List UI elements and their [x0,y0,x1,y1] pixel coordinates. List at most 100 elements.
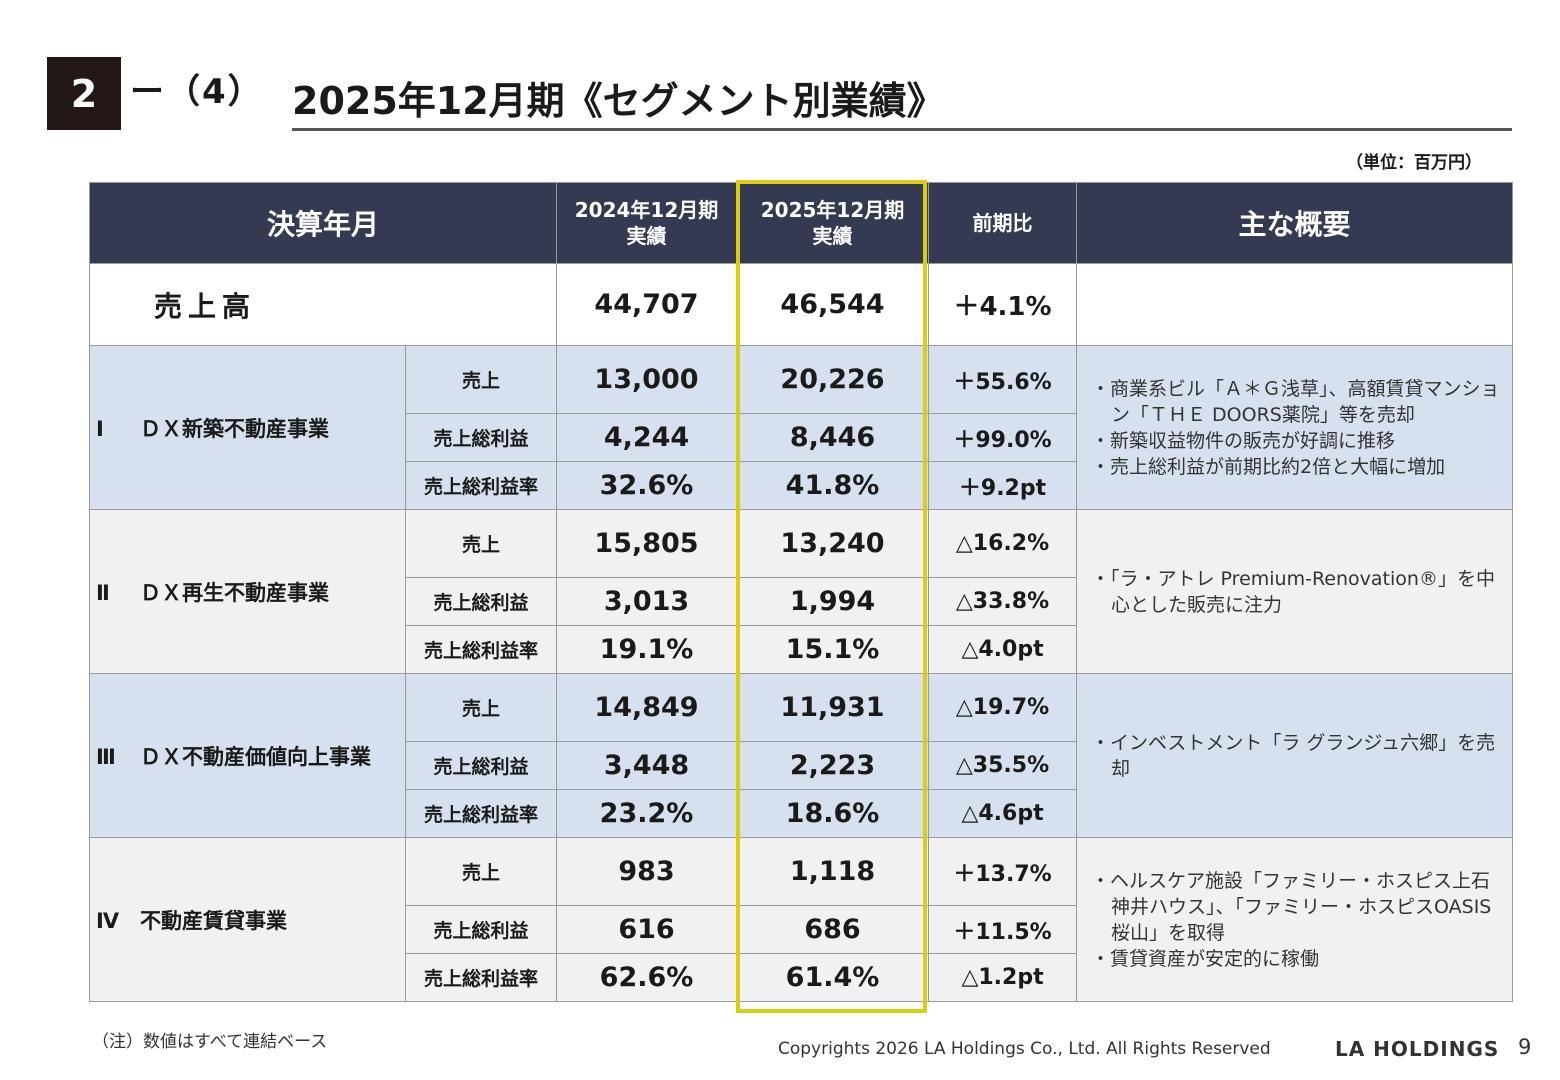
value-yoy: △19.7% [928,673,1078,742]
value-prev: 23.2% [556,789,738,838]
segment-summary: ・商業系ビル「Ａ＊Ｇ浅草」、高額賃貸マンション「ＴＨＥ DOORS薬院」等を売却… [1076,345,1514,510]
value-curr: 2,223 [736,741,930,790]
header-summary: 主な概要 [1076,182,1514,264]
value-prev: 32.6% [556,461,738,510]
copyright: Copyrights 2026 LA Holdings Co., Ltd. Al… [778,1039,1271,1059]
value-yoy: ＋9.2pt [928,461,1078,510]
value-curr: 20,226 [736,345,930,414]
metric-label: 売上 [404,345,558,414]
sales-prev: 44,707 [556,263,738,346]
summary-item: ・ヘルスケア施設「ファミリー・ホスピス上石神井ハウス」、「ファミリー・ホスピスO… [1091,869,1492,944]
header-yoy: 前期比 [928,182,1078,264]
table-header-row: 決算年月 2024年12月期 実績 2025年12月期 実績 前期比 主な概要 [88,182,1514,264]
header-prev: 2024年12月期 実績 [556,182,738,264]
metric-label: 売上総利益率 [404,625,558,674]
page-title: 2025年12月期《セグメント別業績》 [292,79,945,123]
value-yoy: △33.8% [928,577,1078,626]
sales-curr: 46,544 [736,263,930,346]
metric-label: 売上総利益 [404,905,558,954]
segment-name: ＤＸ新築不動産事業 [140,416,329,441]
unit-label: （単位：百万円） [1346,153,1482,173]
header-period: 決算年月 [88,182,558,264]
segment-summary: ・「ラ・アトレ Premium-Renovation®」を中心とした販売に注力 [1076,509,1514,674]
summary-item: ・インベストメント「ラ グランジュ六郷」を売却 [1091,731,1496,780]
table-row: 売上総利益 616 686 ＋11.5% [90,905,1513,954]
value-prev: 4,244 [556,413,738,462]
value-yoy: △4.0pt [928,625,1078,674]
page-number: 9 [1518,1035,1532,1059]
table-row: 売上総利益 3,448 2,223 △35.5% [90,741,1513,790]
table-row: 売上総利益率 19.1% 15.1% △4.0pt [90,625,1513,674]
value-yoy: ＋13.7% [928,837,1078,906]
value-prev: 62.6% [556,953,738,1002]
metric-label: 売上 [404,509,558,578]
segment-summary: ・インベストメント「ラ グランジュ六郷」を売却 [1076,673,1514,838]
value-curr: 11,931 [736,673,930,742]
value-prev: 616 [556,905,738,954]
value-yoy: ＋55.6% [928,345,1078,414]
segment-number: Ⅳ [96,908,120,933]
value-curr: 1,994 [736,577,930,626]
section-subnumber: ー（4） [130,72,264,112]
segment-results-table: 決算年月 2024年12月期 実績 2025年12月期 実績 前期比 主な概要 … [88,182,1514,1002]
value-yoy: ＋11.5% [928,905,1078,954]
table-row: Ⅰ ＤＸ新築不動産事業 売上 13,000 20,226 ＋55.6% ・商業系ビル「Ａ＊Ｇ… [89,345,1514,510]
value-prev: 3,013 [556,577,738,626]
value-prev: 14,849 [556,673,738,742]
metric-label: 売上総利益率 [404,953,558,1002]
value-curr: 41.8% [736,461,930,510]
metric-label: 売上総利益 [404,741,558,790]
table-row: Ⅳ 不動産賃貸事業 売上 983 1,118 ＋13.7% ・ヘルスケア施設「ファミリー・ホ… [89,837,1514,1002]
section-number: 2 [70,71,98,116]
metric-label: 売上 [404,673,558,742]
summary-item: ・新築収益物件の販売が好調に推移 [1091,429,1396,452]
segment-name-cell: Ⅱ ＤＸ再生不動産事業 [89,509,406,674]
header-curr: 2025年12月期 実績 [736,182,930,264]
table-row: Ⅱ ＤＸ再生不動産事業 売上 15,805 13,240 △16.2% ・「ラ・アトレ Pr… [89,509,1514,674]
value-prev: 13,000 [556,345,738,414]
summary-item: ・売上総利益が前期比約2倍と大幅に増加 [1091,455,1446,478]
value-curr: 686 [736,905,930,954]
table-row: 売上総利益 4,244 8,446 ＋99.0% [90,413,1513,462]
value-yoy: △4.6pt [928,789,1078,838]
value-yoy: △1.2pt [928,953,1078,1002]
value-curr: 8,446 [736,413,930,462]
segment-number: Ⅲ [96,744,116,769]
sales-label: 売上高 [88,263,558,346]
metric-label: 売上総利益 [404,413,558,462]
value-prev: 15,805 [556,509,738,578]
value-curr: 13,240 [736,509,930,578]
value-prev: 983 [556,837,738,906]
value-curr: 1,118 [736,837,930,906]
table-row: Ⅲ ＤＸ不動産価値向上事業 売上 14,849 11,931 △19.7% ・インベストメン… [89,673,1514,838]
value-prev: 19.1% [556,625,738,674]
title-underline [292,128,1512,131]
metric-label: 売上総利益率 [404,461,558,510]
segment-name: ＤＸ不動産価値向上事業 [140,744,371,769]
segment-number: Ⅰ [96,416,104,441]
value-yoy: △35.5% [928,741,1078,790]
footnote: （注）数値はすべて連結ベース [92,1032,328,1052]
sales-yoy: ＋4.1% [928,263,1078,346]
segment-name: ＤＸ再生不動産事業 [140,580,329,605]
summary-item: ・商業系ビル「Ａ＊Ｇ浅草」、高額賃貸マンション「ＴＨＥ DOORS薬院」等を売却 [1091,377,1500,426]
metric-label: 売上総利益 [404,577,558,626]
segment-summary: ・ヘルスケア施設「ファミリー・ホスピス上石神井ハウス」、「ファミリー・ホスピスO… [1076,837,1514,1002]
value-yoy: △16.2% [928,509,1078,578]
table-row: 売上総利益率 32.6% 41.8% ＋9.2pt [90,461,1513,510]
company-logo: LA HOLDINGS [1335,1037,1500,1061]
metric-label: 売上 [404,837,558,906]
section-number-badge: 2 [47,57,121,130]
value-prev: 3,448 [556,741,738,790]
sales-summary [1076,263,1514,346]
summary-item: ・「ラ・アトレ Premium-Renovation®」を中心とした販売に注力 [1091,567,1495,616]
table-row: 売上総利益率 23.2% 18.6% △4.6pt [90,789,1513,838]
sales-total-row: 売上高 44,707 46,544 ＋4.1% [88,263,1514,346]
segment-name: 不動産賃貸事業 [140,908,287,933]
segment-name-cell: Ⅲ ＤＸ不動産価値向上事業 [89,673,406,838]
metric-label: 売上総利益率 [404,789,558,838]
value-yoy: ＋99.0% [928,413,1078,462]
value-curr: 61.4% [736,953,930,1002]
value-curr: 18.6% [736,789,930,838]
segment-number: Ⅱ [96,580,110,605]
